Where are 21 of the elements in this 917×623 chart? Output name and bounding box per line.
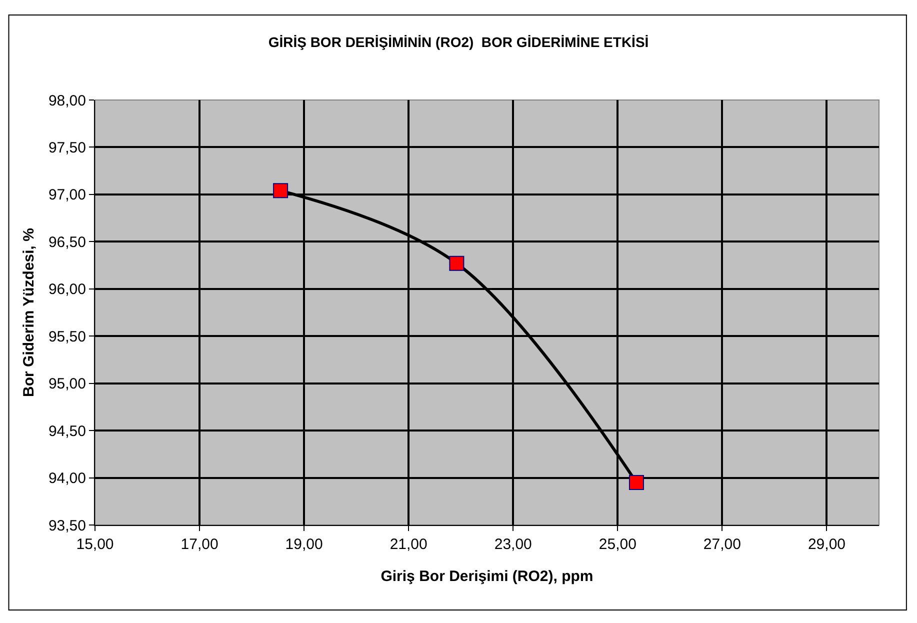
y-tick-label: 96,50	[48, 234, 86, 251]
y-tick-label: 94,50	[48, 422, 86, 440]
x-tick-label: 19,00	[285, 536, 323, 553]
chart-title: GİRİŞ BOR DERİŞİMİNİN (RO2) BOR GİDERİMİNE ETKİSİ	[268, 34, 649, 50]
x-tick-label: 23,00	[494, 536, 532, 553]
x-tick-label: 15,00	[76, 536, 114, 553]
x-tick-label: 21,00	[390, 536, 428, 553]
x-tick-label: 27,00	[703, 536, 741, 553]
y-tick-label: 96,00	[48, 281, 86, 298]
x-axis-title: Giriş Bor Derişimi (RO2), ppm	[380, 568, 594, 585]
y-tick-label: 98,00	[48, 92, 86, 110]
y-tick-label: 95,00	[48, 376, 86, 393]
y-tick-label: 94,00	[48, 470, 86, 488]
y-axis-title: Bor Giderim Yüzdesi, %	[20, 228, 38, 397]
x-tick-label: 17,00	[180, 536, 218, 553]
y-tick-label: 97,00	[48, 186, 86, 204]
y-tick-label: 93,50	[48, 517, 86, 534]
y-tick-label: 95,50	[48, 328, 86, 346]
x-tick-label: 25,00	[598, 536, 636, 553]
x-tick-label: 29,00	[808, 536, 846, 553]
y-tick-label: 97,50	[48, 139, 86, 156]
